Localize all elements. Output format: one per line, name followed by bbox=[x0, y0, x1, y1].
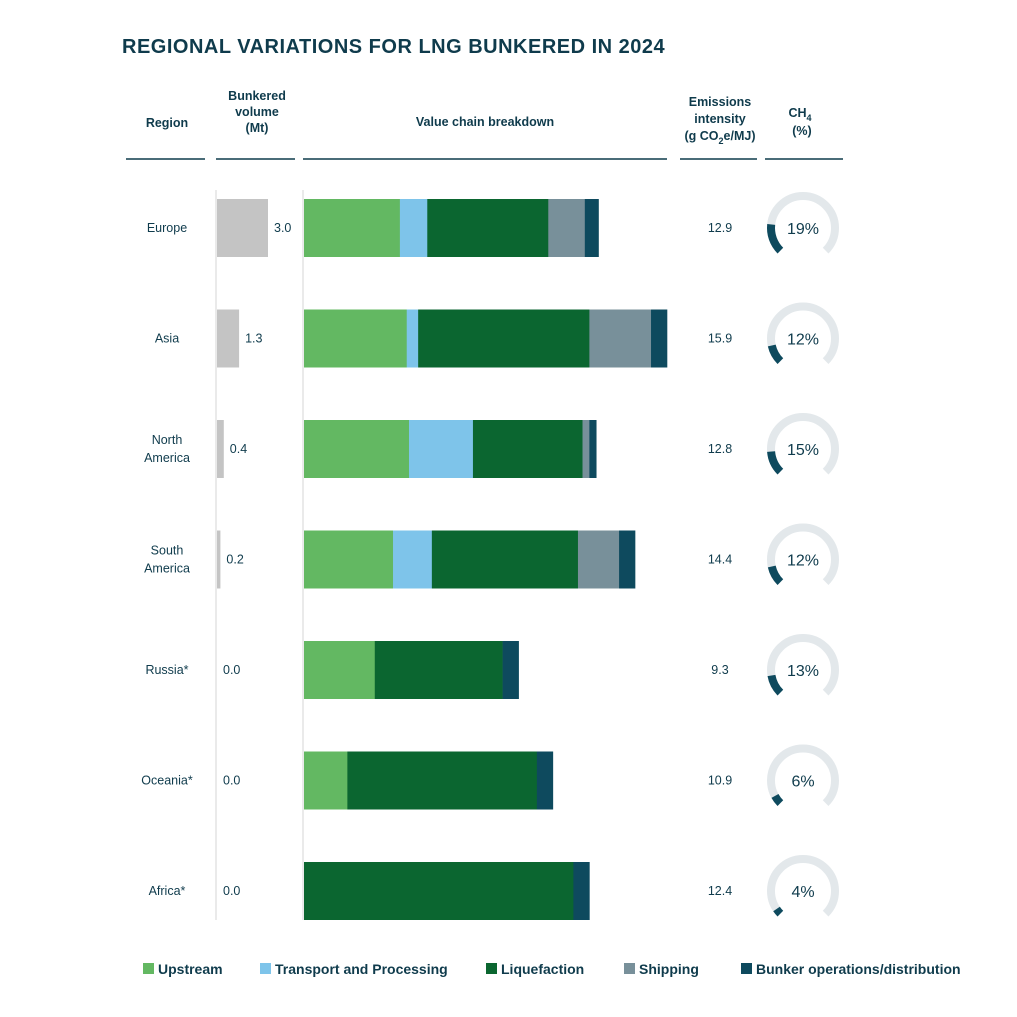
ch4-value: 15% bbox=[787, 442, 819, 459]
header-region: Region bbox=[146, 116, 188, 130]
ch4-gauge-fill bbox=[767, 344, 784, 364]
header-volume: volume bbox=[235, 105, 279, 119]
ch4-gauge-fill bbox=[767, 224, 784, 254]
emissions-value: 12.8 bbox=[708, 442, 732, 456]
volume-label: 0.0 bbox=[223, 663, 240, 677]
region-label: South bbox=[151, 544, 184, 558]
ch4-gauge-track bbox=[767, 634, 839, 696]
header-ch4-unit: (%) bbox=[792, 124, 811, 138]
breakdown-segment-transport-and-processing bbox=[393, 530, 433, 589]
legend-swatch bbox=[260, 963, 271, 974]
breakdown-segment-liquefaction bbox=[304, 862, 574, 920]
ch4-gauge-track bbox=[767, 855, 839, 917]
header-breakdown: Value chain breakdown bbox=[416, 115, 554, 129]
breakdown-segment-liquefaction bbox=[347, 751, 538, 810]
ch4-gauge-fill bbox=[773, 906, 784, 917]
ch4-gauge-track bbox=[767, 744, 839, 806]
emissions-value: 12.9 bbox=[708, 221, 732, 235]
breakdown-segment-upstream bbox=[304, 199, 401, 257]
ch4-value: 19% bbox=[787, 221, 819, 238]
volume-bar bbox=[217, 530, 221, 589]
breakdown-segment-bunker-operations-distribution bbox=[502, 641, 519, 699]
legend-label: Transport and Processing bbox=[275, 961, 448, 977]
breakdown-segment-bunker-operations-distribution bbox=[573, 862, 590, 920]
breakdown-segment-upstream bbox=[304, 751, 348, 810]
volume-label: 0.0 bbox=[223, 884, 240, 898]
ch4-value: 13% bbox=[787, 663, 819, 680]
legend-label: Shipping bbox=[639, 961, 699, 977]
breakdown-segment-liquefaction bbox=[374, 641, 503, 699]
breakdown-segment-shipping bbox=[582, 420, 590, 478]
breakdown-segment-liquefaction bbox=[427, 199, 549, 257]
breakdown-segment-liquefaction bbox=[431, 530, 579, 589]
region-label: Europe bbox=[147, 221, 187, 235]
region-label: America bbox=[144, 451, 190, 465]
chart-title: REGIONAL VARIATIONS FOR LNG BUNKERED IN … bbox=[122, 36, 666, 58]
breakdown-segment-bunker-operations-distribution bbox=[619, 530, 636, 589]
ch4-gauge-track bbox=[767, 302, 839, 364]
breakdown-segment-transport-and-processing bbox=[406, 309, 419, 368]
ch4-gauge-fill bbox=[767, 674, 784, 696]
header-emissions: Emissions bbox=[689, 95, 752, 109]
volume-label: 0.2 bbox=[226, 553, 243, 567]
region-label: Asia bbox=[155, 332, 179, 346]
emissions-value: 10.9 bbox=[708, 774, 732, 788]
volume-label: 1.3 bbox=[245, 332, 262, 346]
region-label: Africa* bbox=[149, 884, 186, 898]
legend-swatch bbox=[741, 963, 752, 974]
legend-label: Bunker operations/distribution bbox=[756, 961, 961, 977]
volume-bar bbox=[217, 420, 224, 478]
volume-bar bbox=[217, 309, 240, 368]
region-label: America bbox=[144, 562, 190, 576]
legend-swatch bbox=[624, 963, 635, 974]
breakdown-segment-upstream bbox=[304, 530, 394, 589]
breakdown-segment-liquefaction bbox=[418, 309, 590, 368]
legend-swatch bbox=[143, 963, 154, 974]
volume-label: 0.0 bbox=[223, 774, 240, 788]
breakdown-segment-shipping bbox=[589, 309, 652, 368]
breakdown-segment-upstream bbox=[304, 309, 408, 368]
region-label: Russia* bbox=[145, 663, 188, 677]
emissions-value: 9.3 bbox=[711, 663, 728, 677]
region-label: Oceania* bbox=[141, 774, 193, 788]
header-volume: Bunkered bbox=[228, 89, 286, 103]
ch4-gauge-fill bbox=[771, 793, 784, 806]
emissions-value: 14.4 bbox=[708, 553, 732, 567]
header-emissions: intensity bbox=[694, 112, 745, 126]
breakdown-segment-bunker-operations-distribution bbox=[589, 420, 597, 478]
legend-swatch bbox=[486, 963, 497, 974]
volume-label: 0.4 bbox=[230, 442, 247, 456]
emissions-value: 15.9 bbox=[708, 332, 732, 346]
region-label: North bbox=[152, 433, 183, 447]
breakdown-segment-shipping bbox=[577, 530, 620, 589]
breakdown-segment-bunker-operations-distribution bbox=[584, 199, 599, 257]
ch4-value: 4% bbox=[791, 884, 814, 901]
breakdown-segment-shipping bbox=[548, 199, 586, 257]
ch4-gauge-track bbox=[767, 523, 839, 585]
breakdown-segment-bunker-operations-distribution bbox=[536, 751, 554, 810]
header-emissions-unit: (g CO2e/MJ) bbox=[685, 129, 756, 146]
volume-label: 3.0 bbox=[274, 221, 291, 235]
breakdown-segment-transport-and-processing bbox=[409, 420, 474, 478]
legend-label: Upstream bbox=[158, 961, 223, 977]
breakdown-segment-bunker-operations-distribution bbox=[651, 309, 668, 368]
ch4-value: 6% bbox=[791, 774, 814, 791]
emissions-value: 12.4 bbox=[708, 884, 732, 898]
legend-label: Liquefaction bbox=[501, 961, 584, 977]
breakdown-segment-liquefaction bbox=[472, 420, 583, 478]
header-volume: (Mt) bbox=[246, 121, 269, 135]
ch4-value: 12% bbox=[787, 553, 819, 570]
volume-bar bbox=[217, 199, 268, 257]
ch4-value: 12% bbox=[787, 332, 819, 349]
breakdown-segment-transport-and-processing bbox=[399, 199, 428, 257]
header-ch4: CH4 bbox=[788, 106, 811, 123]
breakdown-segment-upstream bbox=[304, 420, 410, 478]
ch4-gauge-fill bbox=[767, 450, 784, 475]
ch4-gauge-fill bbox=[767, 565, 784, 585]
breakdown-segment-upstream bbox=[304, 641, 376, 699]
